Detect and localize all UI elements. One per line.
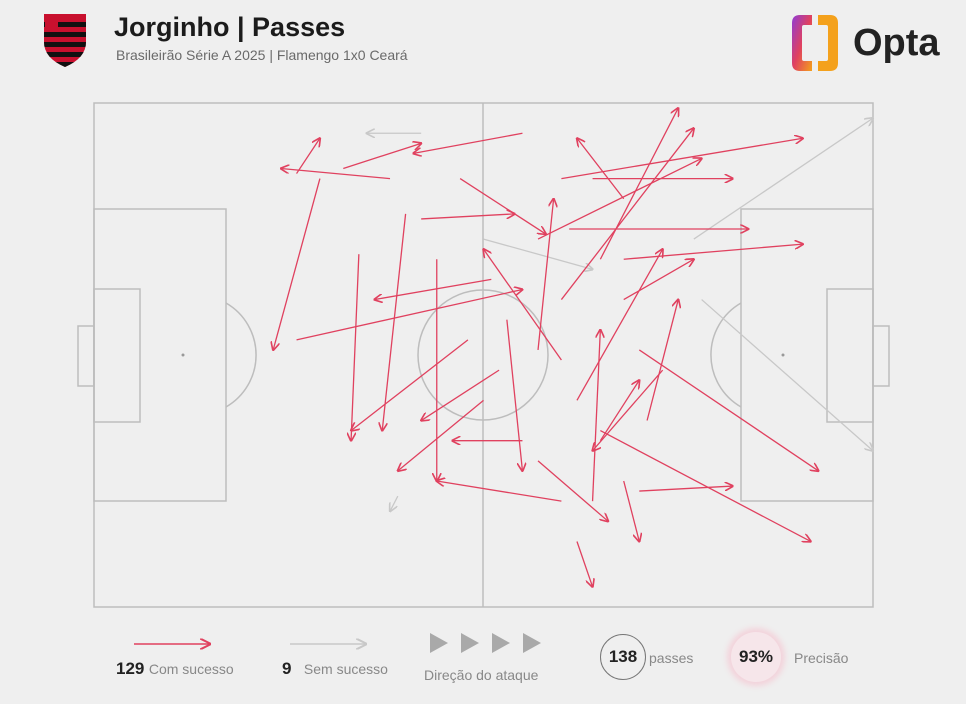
successful-pass-arrow: [374, 278, 492, 299]
successful-pass-arrow: [623, 480, 640, 541]
successful-pass-arrow: [295, 138, 320, 174]
opta-logo-icon: [792, 15, 838, 71]
accuracy-label: Precisão: [794, 650, 849, 666]
legend-fail: 9 Sem sucesso: [282, 659, 388, 679]
successful-pass-arrow: [599, 108, 678, 260]
successful-pass-arrow: [351, 254, 360, 440]
successful-pass-arrow: [343, 143, 421, 170]
unsuccessful-pass-arrow: [483, 238, 593, 269]
page-title: Jorginho | Passes: [114, 12, 346, 42]
successful-pass-arrow: [646, 300, 678, 421]
successful-pass-arrow: [623, 244, 803, 260]
successful-pass-arrow: [382, 213, 407, 431]
successful-pass-arrow: [413, 132, 523, 153]
successful-pass-arrow: [576, 541, 593, 586]
unsuccessful-pass-arrow: [390, 495, 399, 511]
successful-pass-arrow: [484, 249, 562, 361]
unsuccessful-pass-arrow: [693, 118, 873, 240]
successful-pass-arrow: [537, 460, 608, 521]
fail-count: 9: [282, 659, 292, 678]
successful-pass-arrow: [577, 138, 625, 200]
direction-label: Direção do ataque: [424, 667, 539, 683]
successful-pass-arrow: [560, 128, 693, 300]
successful-pass-arrow: [421, 214, 514, 220]
successful-pass-arrow: [398, 399, 484, 471]
success-arrow-icon: [134, 636, 216, 652]
successful-pass-arrow: [600, 430, 810, 542]
page-subtitle: Brasileirão Série A 2025 | Flamengo 1x0 …: [116, 47, 408, 63]
total-passes-badge: 138: [600, 634, 646, 680]
flamengo-crest-icon: [44, 14, 86, 67]
passes-label: passes: [649, 650, 694, 666]
successful-pass-arrow: [599, 380, 639, 442]
successful-pass-arrow: [537, 158, 702, 240]
unsuccessful-passes: [367, 118, 873, 511]
successful-pass-arrow: [506, 319, 523, 471]
success-count: 129: [116, 659, 145, 678]
legend-success: 129 Com sucesso: [116, 659, 234, 679]
attack-direction-icon: [430, 633, 541, 653]
successful-pass-arrow: [537, 199, 554, 351]
successful-pass-arrow: [638, 349, 818, 471]
successful-pass-arrow: [591, 330, 601, 502]
pitch-lines: [77, 102, 890, 608]
successful-pass-arrow: [351, 339, 469, 431]
successful-pass-arrow: [459, 178, 546, 234]
accuracy-badge: 93%: [731, 632, 781, 682]
brand-name: Opta: [853, 22, 940, 64]
unsuccessful-pass-arrow: [701, 299, 873, 451]
fail-arrow-icon: [290, 636, 372, 652]
total-passes: 138: [608, 647, 638, 666]
accuracy-value: 93%: [738, 647, 774, 666]
successful-pass-arrow: [593, 369, 664, 451]
successful-pass-arrow: [576, 249, 663, 401]
successful-pass-arrow: [296, 289, 523, 341]
successful-pass-arrow: [421, 369, 500, 420]
successful-pass-arrow: [437, 481, 562, 502]
successful-passes: [273, 108, 818, 587]
successful-pass-arrow: [639, 486, 732, 492]
success-label: Com sucesso: [148, 661, 234, 677]
fail-label: Sem sucesso: [303, 661, 388, 677]
successful-pass-arrow: [273, 178, 321, 350]
successful-pass-arrow: [623, 259, 694, 301]
successful-pass-arrow: [561, 138, 802, 180]
